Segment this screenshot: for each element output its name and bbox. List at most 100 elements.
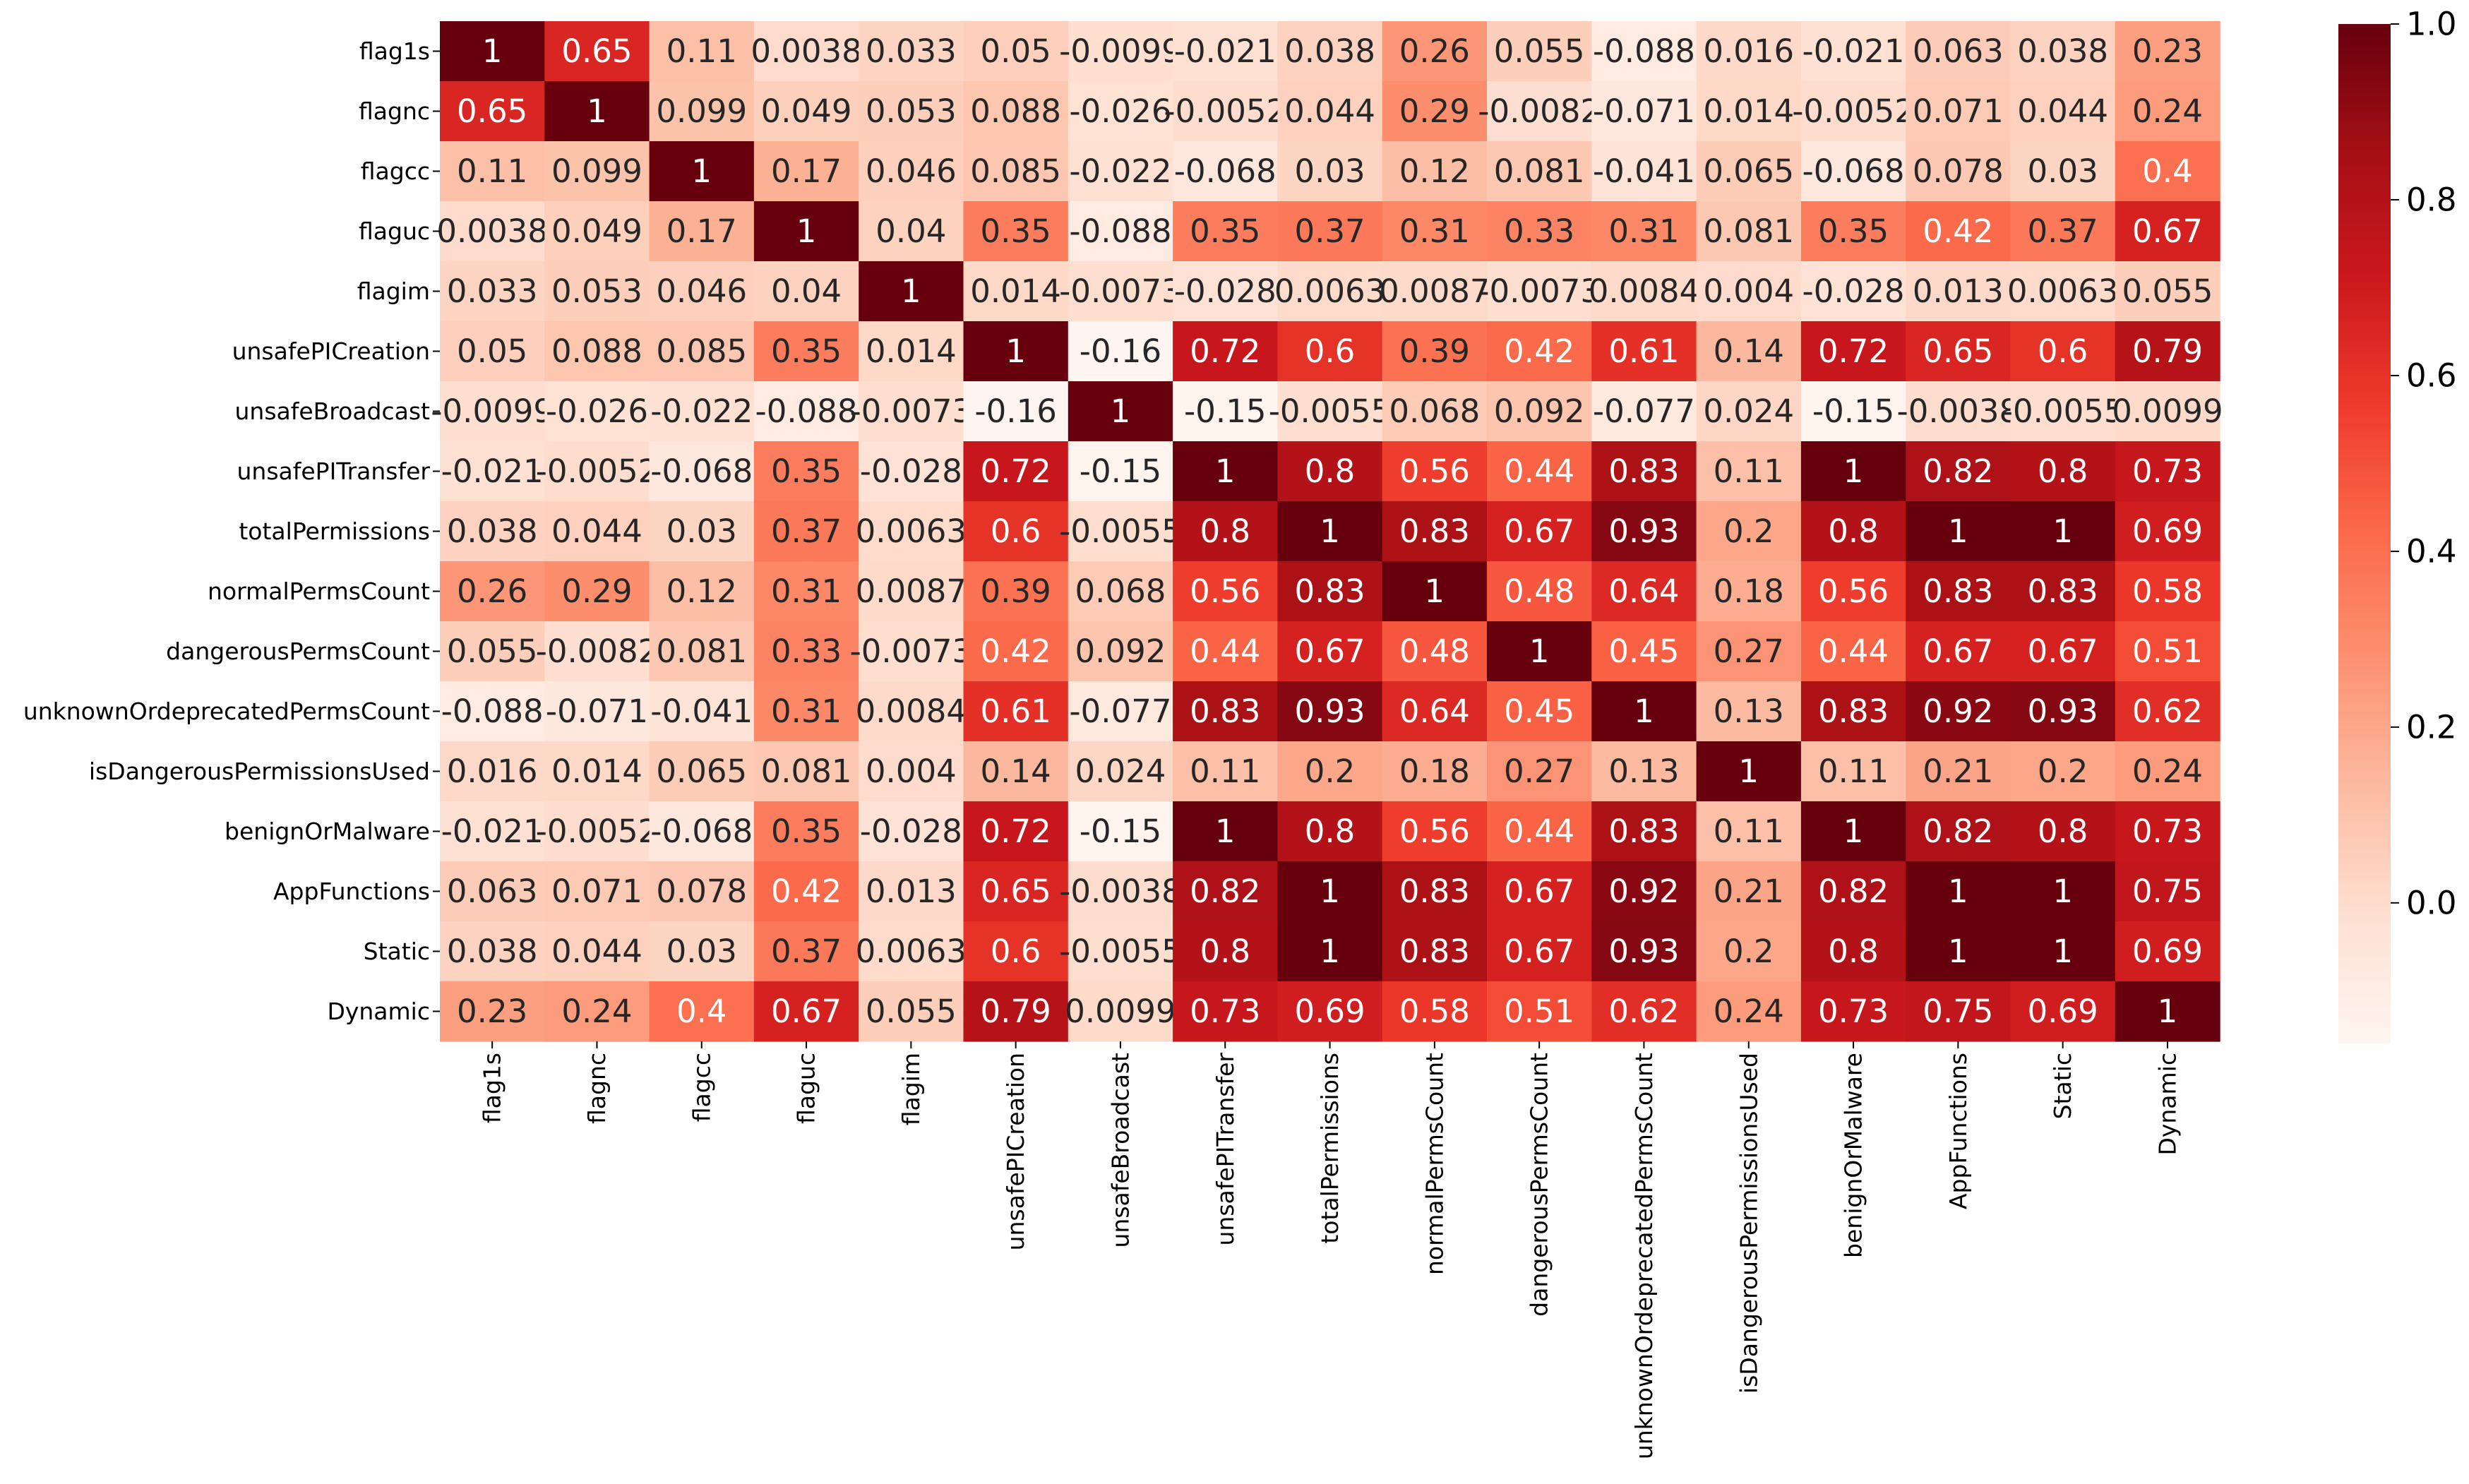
cell-value-label: 0.69 bbox=[2132, 933, 2203, 970]
cell-value-label: 0.055 bbox=[866, 993, 957, 1030]
heatmap-cell bbox=[753, 921, 859, 982]
cell-value-label: 0.29 bbox=[1399, 92, 1470, 130]
cell-value-label: 0.081 bbox=[656, 633, 747, 670]
cell-value-label: 0.37 bbox=[1294, 213, 1365, 250]
heatmap-cell bbox=[440, 861, 545, 922]
heatmap-cell bbox=[2010, 81, 2116, 142]
heatmap-cell bbox=[963, 561, 1069, 622]
heatmap-cell bbox=[2115, 861, 2220, 922]
x-tick-label: AppFunctions bbox=[1944, 1053, 1972, 1209]
heatmap-cell bbox=[1696, 741, 1802, 802]
cell-value-label: 0.92 bbox=[1608, 873, 1679, 910]
heatmap-cell bbox=[1487, 21, 1592, 82]
cell-value-label: 0.42 bbox=[1923, 213, 1993, 250]
cell-value-label: 1 bbox=[2052, 513, 2073, 550]
cell-value-label: 0.0087 bbox=[856, 573, 967, 610]
cell-value-label: 0.83 bbox=[1608, 813, 1679, 850]
heatmap-cell bbox=[2010, 441, 2116, 502]
cell-value-label: 0.35 bbox=[981, 213, 1051, 250]
cell-value-label: 0.6 bbox=[2038, 333, 2088, 370]
heatmap-cell bbox=[963, 801, 1069, 862]
heatmap-cell bbox=[963, 321, 1069, 382]
heatmap-cell bbox=[1800, 621, 1906, 682]
heatmap-cell bbox=[753, 501, 859, 562]
heatmap-cell bbox=[1906, 801, 2011, 862]
heatmap-cell bbox=[1591, 681, 1697, 742]
cell-value-label: 0.56 bbox=[1818, 573, 1889, 610]
x-tick-label: benignOrMalware bbox=[1840, 1053, 1867, 1258]
heatmap-cell bbox=[2010, 201, 2116, 262]
cell-value-label: 0.42 bbox=[981, 633, 1051, 670]
heatmap-cell bbox=[1173, 321, 1278, 382]
heatmap-cell bbox=[544, 861, 650, 922]
heatmap-cell bbox=[2010, 141, 2116, 202]
heatmap-cell bbox=[1487, 261, 1592, 322]
heatmap-cell bbox=[1800, 801, 1906, 862]
heatmap-cell bbox=[1800, 21, 1906, 82]
cell-value-label: 0.82 bbox=[1818, 873, 1889, 910]
cell-value-label: 0.65 bbox=[561, 32, 632, 70]
cell-value-label: 0.8 bbox=[1305, 453, 1356, 490]
heatmap-cell bbox=[963, 981, 1069, 1042]
cell-value-label: -0.041 bbox=[1593, 152, 1695, 190]
heatmap-cell bbox=[1906, 321, 2011, 382]
heatmap-cell bbox=[1906, 81, 2011, 142]
heatmap-cell bbox=[1696, 441, 1802, 502]
cell-value-label: 0.044 bbox=[551, 513, 642, 550]
x-tick-label: unknownOrdeprecatedPermsCount bbox=[1630, 1053, 1658, 1459]
heatmap-cell bbox=[440, 441, 545, 502]
heatmap-cell bbox=[1591, 561, 1697, 622]
cell-value-label: -0.15 bbox=[1184, 393, 1266, 430]
cell-value-label: 0.053 bbox=[866, 92, 957, 130]
cell-value-label: 0.8 bbox=[1200, 933, 1250, 970]
y-tick-label: benignOrMalware bbox=[225, 818, 430, 845]
cell-value-label: -0.0073 bbox=[1059, 273, 1182, 310]
cell-value-label: 1 bbox=[2052, 873, 2073, 910]
heatmap-cell bbox=[1173, 21, 1278, 82]
colorbar-gradient bbox=[2338, 24, 2391, 1043]
heatmap-cell bbox=[1487, 81, 1592, 142]
cell-value-label: 0.088 bbox=[970, 92, 1061, 130]
heatmap-cell bbox=[2010, 921, 2116, 982]
heatmap-cell bbox=[1906, 981, 2011, 1042]
heatmap-cell bbox=[1068, 921, 1173, 982]
cell-value-label: 0.93 bbox=[1608, 933, 1679, 970]
heatmap-cell bbox=[1906, 741, 2011, 802]
heatmap-cell bbox=[1382, 621, 1488, 682]
cell-value-label: 0.67 bbox=[771, 993, 842, 1030]
heatmap-cell bbox=[1382, 381, 1488, 442]
cell-value-label: -0.0052 bbox=[1792, 92, 1915, 130]
heatmap-cell bbox=[1068, 261, 1173, 322]
heatmap-cell bbox=[1277, 201, 1383, 262]
cell-value-label: 0.58 bbox=[2132, 573, 2203, 610]
cell-value-label: 0.099 bbox=[551, 152, 642, 190]
heatmap-cell bbox=[440, 381, 545, 442]
heatmap-cell bbox=[1173, 921, 1278, 982]
colorbar-tick-label: 0.2 bbox=[2406, 708, 2457, 746]
cell-value-label: 0.26 bbox=[1399, 32, 1470, 70]
cell-value-label: -0.071 bbox=[546, 693, 648, 730]
heatmap-cell bbox=[1800, 321, 1906, 382]
heatmap-cell bbox=[1696, 921, 1802, 982]
cell-value-label: 0.03 bbox=[666, 513, 737, 550]
cell-value-label: 0.6 bbox=[991, 513, 1041, 550]
cell-value-label: 0.27 bbox=[1504, 753, 1574, 790]
heatmap-cell bbox=[859, 141, 964, 202]
cell-value-label: 1 bbox=[1529, 633, 1550, 670]
cell-value-label: 0.73 bbox=[1190, 993, 1260, 1030]
y-tick-label: flagcc bbox=[361, 157, 430, 185]
cell-value-label: 0.05 bbox=[457, 333, 527, 370]
heatmap-cell bbox=[1906, 21, 2011, 82]
cell-value-label: 1 bbox=[1843, 813, 1864, 850]
heatmap-cell bbox=[2010, 321, 2116, 382]
cell-value-label: 0.42 bbox=[771, 873, 842, 910]
heatmap-cell bbox=[2115, 21, 2220, 82]
y-axis: flag1s flagnc flagcc flaguc flagim unsafePICr… bbox=[23, 37, 440, 1025]
heatmap-cell bbox=[1696, 381, 1802, 442]
heatmap-cell bbox=[963, 621, 1069, 682]
heatmap-cell bbox=[2115, 201, 2220, 262]
cell-value-label: 1 bbox=[1843, 453, 1864, 490]
heatmap-cell bbox=[1487, 861, 1592, 922]
cell-value-label: 0.35 bbox=[771, 813, 842, 850]
heatmap-cell bbox=[1173, 381, 1278, 442]
